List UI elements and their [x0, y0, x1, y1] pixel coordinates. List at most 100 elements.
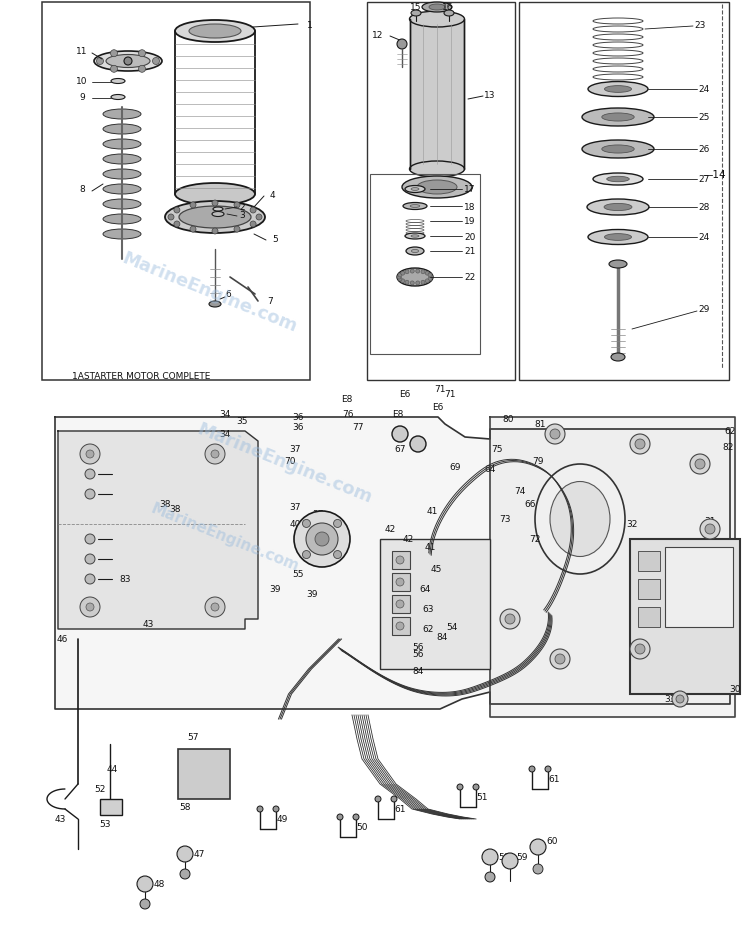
Ellipse shape — [103, 110, 141, 120]
Text: 22: 22 — [464, 273, 476, 282]
Circle shape — [306, 524, 338, 555]
Ellipse shape — [103, 125, 141, 134]
Text: 10: 10 — [76, 78, 88, 86]
Text: ELECTRIC: ELECTRIC — [682, 581, 716, 588]
Text: 79: 79 — [532, 457, 544, 466]
Text: 81: 81 — [534, 420, 546, 429]
Circle shape — [85, 489, 95, 500]
Text: 51: 51 — [476, 793, 488, 802]
Text: 53: 53 — [99, 819, 111, 829]
Text: 83: 83 — [119, 575, 130, 584]
Circle shape — [630, 435, 650, 454]
Circle shape — [334, 520, 341, 527]
Circle shape — [294, 512, 350, 567]
Text: 12: 12 — [372, 31, 384, 40]
Ellipse shape — [209, 301, 221, 308]
Circle shape — [545, 425, 565, 445]
Text: Johnson: Johnson — [677, 565, 721, 575]
Ellipse shape — [587, 200, 649, 216]
Circle shape — [428, 273, 432, 278]
Text: 7: 7 — [267, 298, 273, 306]
Ellipse shape — [103, 140, 141, 150]
Circle shape — [473, 784, 479, 790]
Bar — [638, 552, 660, 571]
Text: 54: 54 — [446, 623, 458, 632]
Circle shape — [630, 640, 650, 659]
Text: 61: 61 — [394, 805, 406, 814]
Ellipse shape — [411, 188, 419, 191]
Circle shape — [425, 280, 429, 284]
Ellipse shape — [588, 230, 648, 246]
Circle shape — [177, 846, 193, 862]
Circle shape — [410, 282, 414, 286]
Text: 27: 27 — [698, 175, 709, 184]
Circle shape — [190, 203, 196, 209]
Text: 43: 43 — [142, 620, 154, 629]
Text: 75: 75 — [491, 445, 502, 454]
Circle shape — [672, 692, 688, 707]
Circle shape — [110, 66, 118, 73]
Circle shape — [685, 584, 705, 604]
Ellipse shape — [582, 108, 654, 127]
Circle shape — [168, 215, 174, 221]
Text: MarineEngine.com: MarineEngine.com — [195, 420, 375, 507]
Text: 41: 41 — [424, 543, 436, 552]
Bar — [392, 595, 410, 614]
Text: 45: 45 — [430, 565, 442, 574]
Text: 52: 52 — [94, 784, 106, 794]
Text: SPARK: SPARK — [688, 594, 710, 601]
Text: 31: 31 — [704, 517, 716, 526]
Text: 6: 6 — [225, 290, 231, 299]
Text: 29: 29 — [698, 305, 709, 314]
Circle shape — [302, 520, 310, 527]
Text: 37: 37 — [290, 503, 301, 512]
Ellipse shape — [103, 155, 141, 165]
Circle shape — [211, 451, 219, 459]
Text: 21: 21 — [464, 248, 476, 256]
Ellipse shape — [412, 250, 419, 253]
Text: 4: 4 — [269, 190, 274, 199]
Ellipse shape — [397, 269, 433, 286]
Circle shape — [174, 208, 180, 214]
Text: 2: 2 — [239, 202, 244, 211]
Ellipse shape — [410, 12, 464, 28]
Circle shape — [139, 66, 146, 73]
Circle shape — [530, 839, 546, 855]
Text: 50: 50 — [498, 853, 510, 861]
Text: 63: 63 — [422, 604, 433, 614]
Text: 1: 1 — [308, 20, 313, 30]
Text: 61: 61 — [548, 775, 560, 783]
Text: 11: 11 — [76, 47, 88, 57]
Text: 37: 37 — [312, 510, 324, 519]
Ellipse shape — [406, 248, 424, 256]
Text: 9: 9 — [80, 94, 85, 102]
Ellipse shape — [94, 52, 162, 72]
Ellipse shape — [103, 215, 141, 224]
Circle shape — [85, 554, 95, 565]
Circle shape — [250, 222, 256, 228]
Text: 3: 3 — [239, 211, 244, 221]
Bar — [665, 548, 733, 628]
Circle shape — [690, 454, 710, 475]
Circle shape — [700, 519, 720, 540]
Text: 44: 44 — [106, 765, 118, 774]
Text: 55: 55 — [314, 550, 326, 559]
Circle shape — [398, 278, 402, 282]
Circle shape — [211, 603, 219, 611]
Ellipse shape — [396, 601, 404, 608]
Circle shape — [97, 58, 104, 66]
Text: 69: 69 — [449, 463, 460, 472]
Bar — [380, 540, 490, 669]
Text: E6: E6 — [399, 390, 411, 399]
Ellipse shape — [602, 114, 634, 122]
Circle shape — [533, 864, 543, 874]
Circle shape — [695, 460, 705, 469]
Bar — [392, 617, 410, 635]
Text: 34: 34 — [219, 430, 231, 439]
Text: 50: 50 — [356, 822, 368, 832]
Circle shape — [398, 273, 402, 278]
Circle shape — [110, 51, 118, 57]
Text: 48: 48 — [153, 880, 165, 889]
Circle shape — [174, 222, 180, 228]
Circle shape — [205, 597, 225, 617]
